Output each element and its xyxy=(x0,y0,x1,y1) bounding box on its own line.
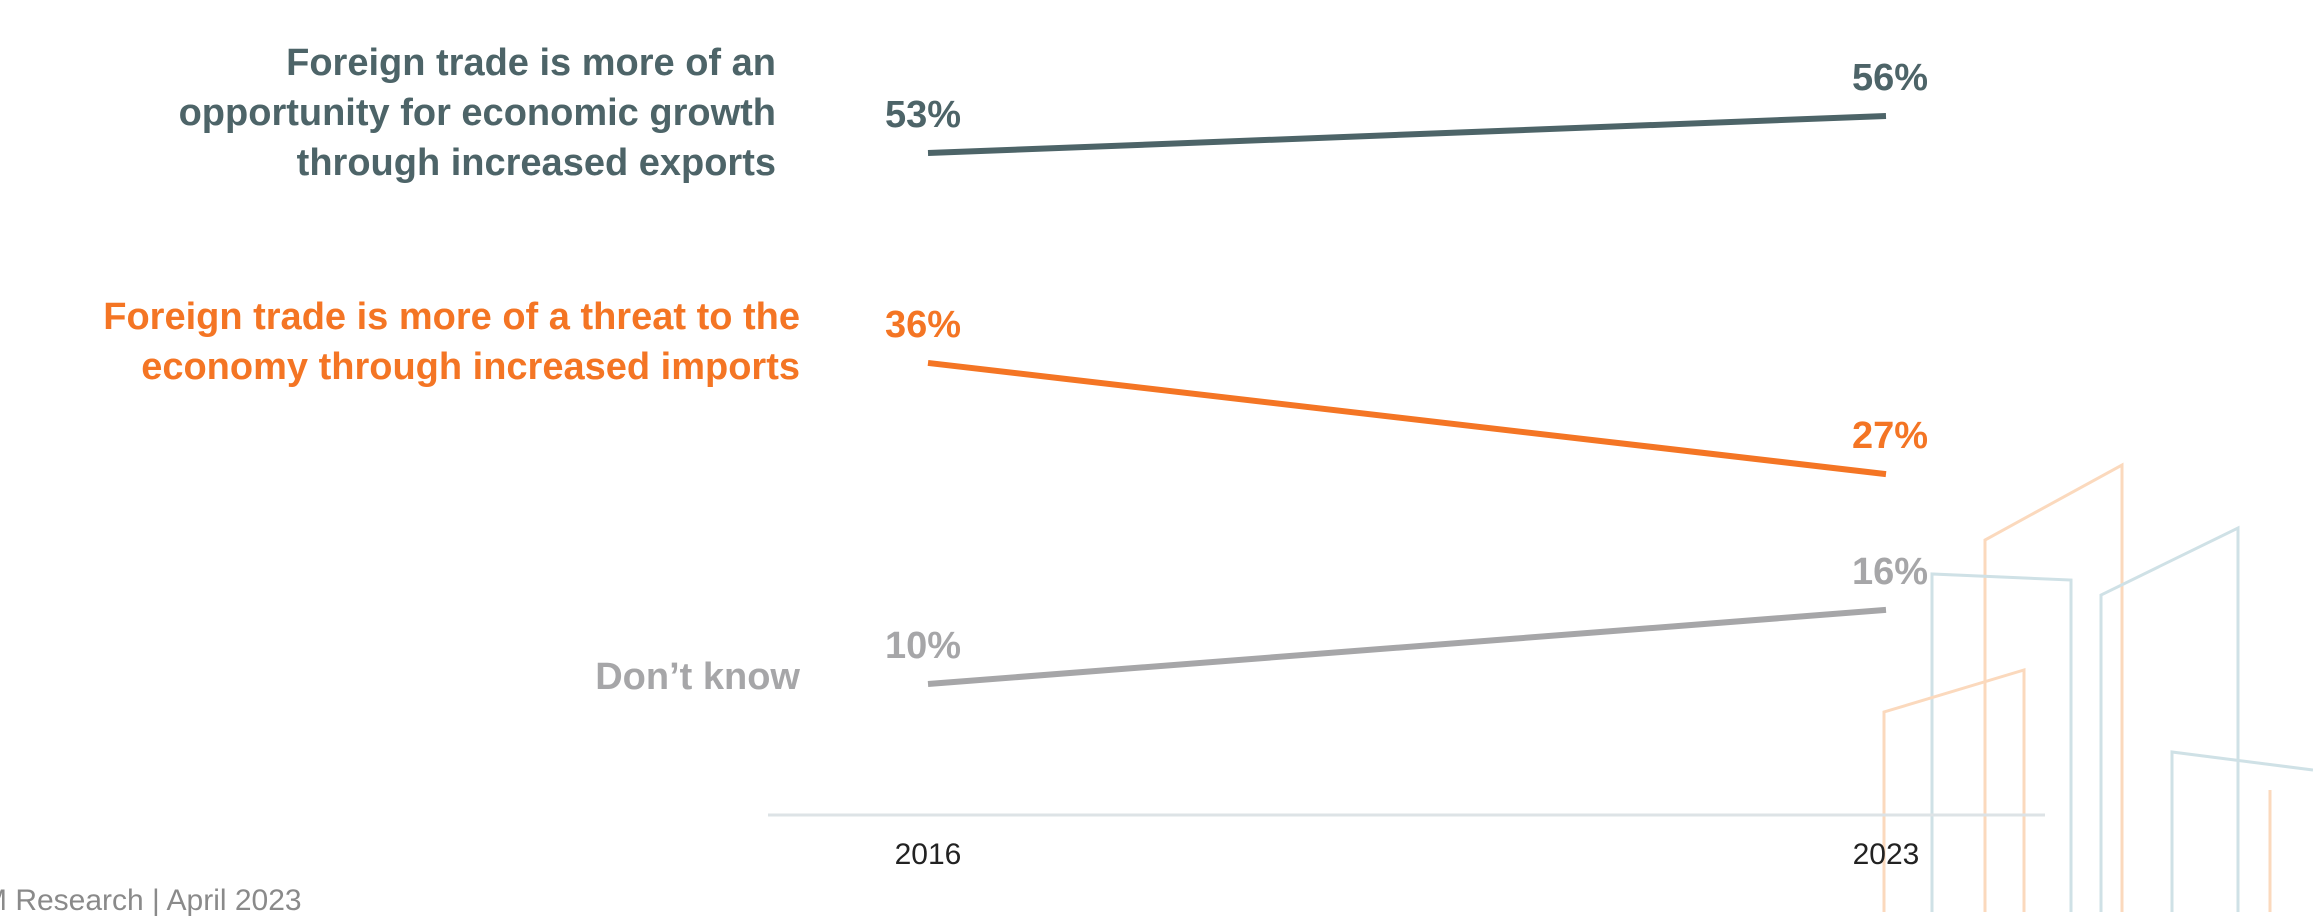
series-layer: 53% 56% 36% 27% 10% 16% xyxy=(885,57,1928,687)
data-label-opportunity-2016: 53% xyxy=(885,94,961,136)
data-label-dont-know-2023: 16% xyxy=(1852,551,1928,593)
building-outline xyxy=(1930,572,2073,912)
data-label-threat-2016: 36% xyxy=(885,304,961,346)
data-label-opportunity-2023: 56% xyxy=(1852,57,1928,99)
x-axis-ticks: 2016 2023 xyxy=(895,838,1920,871)
building-outline xyxy=(1983,462,2124,912)
series-line-opportunity xyxy=(927,113,1887,157)
building-outline xyxy=(1882,667,2026,912)
x-tick-label: 2023 xyxy=(1853,838,1920,871)
series-line-threat xyxy=(927,359,1887,478)
footer-source: M Research | April 2023 xyxy=(0,884,302,917)
data-label-threat-2023: 27% xyxy=(1852,415,1928,457)
building-outline xyxy=(2170,750,2313,912)
series-line-dont-know xyxy=(927,606,1887,687)
building-outline xyxy=(2099,525,2240,912)
decorative-buildings xyxy=(1882,462,2313,912)
series-label-threat: Foreign trade is more of a threat to the… xyxy=(103,296,800,388)
series-label-dont-know: Don’t know xyxy=(595,656,800,698)
data-label-dont-know-2016: 10% xyxy=(885,625,961,667)
x-tick-label: 2016 xyxy=(895,838,962,871)
series-label-opportunity: Foreign trade is more of an opportunity … xyxy=(178,42,776,184)
